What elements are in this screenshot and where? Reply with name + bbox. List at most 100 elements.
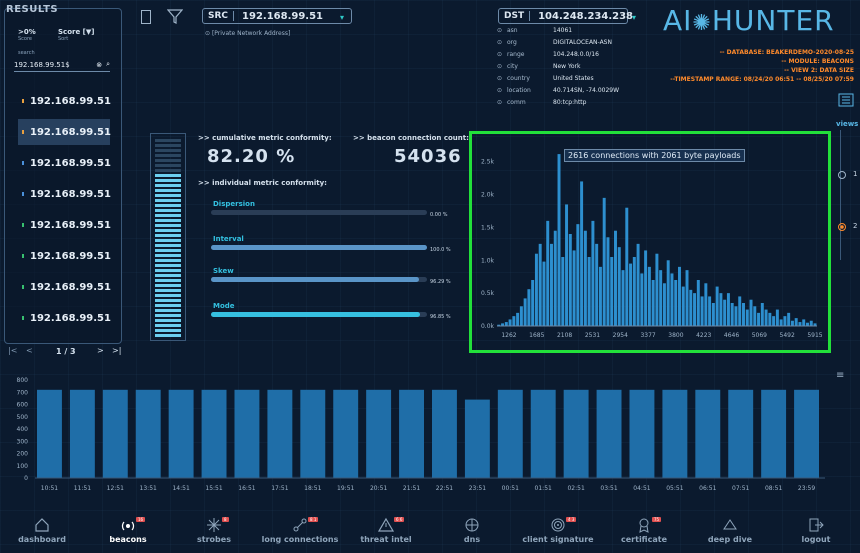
score-filter[interactable]: >0% Score	[18, 28, 36, 42]
hist-bar[interactable]	[572, 250, 576, 326]
nav-dns[interactable]: dns	[432, 517, 512, 544]
result-item[interactable]: 192.168.99.51	[18, 119, 111, 145]
timeline-bar[interactable]	[629, 389, 655, 478]
hist-bar[interactable]	[534, 253, 538, 326]
hist-bar[interactable]	[553, 230, 557, 326]
hist-bar[interactable]	[557, 154, 561, 326]
hist-bar[interactable]	[580, 181, 584, 326]
hist-bar[interactable]	[662, 283, 666, 326]
hist-bar[interactable]	[508, 319, 512, 326]
timeline-bar[interactable]	[69, 389, 95, 478]
hist-bar[interactable]	[670, 273, 674, 326]
hist-bar[interactable]	[753, 306, 757, 326]
result-item[interactable]: 192.168.99.51	[18, 243, 111, 269]
hist-bar[interactable]	[749, 299, 753, 326]
timeline-bar[interactable]	[300, 389, 326, 478]
hist-bar[interactable]	[783, 316, 787, 326]
hist-bar[interactable]	[681, 286, 685, 326]
hist-bar[interactable]	[693, 293, 697, 326]
result-item[interactable]: 192.168.99.51	[18, 88, 111, 114]
hist-bar[interactable]	[621, 270, 625, 326]
hist-bar[interactable]	[757, 312, 761, 326]
nav-threat-intel[interactable]: 6 6 threat intel	[346, 517, 426, 544]
hist-bar[interactable]	[516, 312, 520, 326]
hist-bar[interactable]	[561, 257, 565, 326]
hist-bar[interactable]	[504, 322, 508, 326]
first-page-icon[interactable]: |<	[8, 346, 18, 355]
hist-bar[interactable]	[655, 253, 659, 326]
hist-bar[interactable]	[527, 289, 531, 326]
timeline-bar[interactable]	[168, 389, 194, 478]
hist-bar[interactable]	[696, 280, 700, 326]
hist-bar[interactable]	[798, 322, 802, 326]
hist-bar[interactable]	[723, 299, 727, 326]
hist-bar[interactable]	[542, 261, 546, 326]
list-view-icon[interactable]	[838, 92, 854, 108]
nav-long-connections[interactable]: 8 1 long connections	[260, 517, 340, 544]
hist-bar[interactable]	[787, 312, 791, 326]
hist-bar[interactable]	[666, 260, 670, 326]
hist-bar[interactable]	[497, 324, 501, 326]
nav-logout[interactable]: logout	[776, 517, 856, 544]
hist-bar[interactable]	[606, 237, 610, 326]
hist-bar[interactable]	[636, 243, 640, 326]
hist-bar[interactable]	[595, 243, 599, 326]
last-page-icon[interactable]: >|	[112, 346, 122, 355]
hist-bar[interactable]	[614, 230, 617, 326]
hist-bar[interactable]	[678, 266, 681, 326]
hist-bar[interactable]	[674, 280, 678, 326]
hist-bar[interactable]	[806, 322, 809, 326]
hist-bar[interactable]	[715, 286, 719, 326]
clear-icon[interactable]: ⊗	[96, 60, 103, 69]
hist-bar[interactable]	[719, 293, 723, 326]
timeline-bar[interactable]	[102, 389, 128, 478]
view-1-radio[interactable]	[838, 171, 846, 179]
nav-certificate[interactable]: 75 certificate	[604, 517, 684, 544]
timeline-bar[interactable]	[267, 389, 293, 478]
timeline-bar[interactable]	[464, 399, 490, 478]
hist-bar[interactable]	[700, 296, 704, 326]
hist-bar[interactable]	[772, 316, 776, 326]
hist-bar[interactable]	[576, 224, 580, 326]
timeline-bar[interactable]	[695, 389, 721, 478]
hist-bar[interactable]	[685, 270, 689, 326]
hist-bar[interactable]	[764, 309, 768, 326]
hist-bar[interactable]	[640, 273, 644, 326]
hist-bar[interactable]	[587, 257, 591, 326]
timeline-bar[interactable]	[596, 389, 622, 478]
result-item[interactable]: 192.168.99.51	[18, 212, 111, 238]
prev-page-icon[interactable]: <	[26, 346, 33, 355]
nav-strobes[interactable]: 8 strobes	[174, 517, 254, 544]
result-item[interactable]: 192.168.99.51	[18, 274, 111, 300]
timeline-bar[interactable]	[794, 389, 819, 478]
hist-bar[interactable]	[568, 234, 572, 326]
hist-bar[interactable]	[734, 306, 738, 326]
hist-bar[interactable]	[711, 303, 715, 326]
hist-bar[interactable]	[625, 207, 629, 326]
payload-histogram[interactable]: 0.0k 0.5k 1.0k 1.5k 2.0k 2.5k 1262 1685 2108 2531…	[472, 134, 828, 350]
hist-bar[interactable]	[501, 323, 505, 326]
chart-menu-icon[interactable]: ≡	[836, 370, 845, 381]
hist-bar[interactable]	[523, 298, 527, 326]
hist-bar[interactable]	[565, 204, 569, 326]
hist-bar[interactable]	[809, 320, 813, 326]
filter-icon[interactable]	[167, 8, 183, 24]
hist-bar[interactable]	[745, 309, 749, 326]
hist-bar[interactable]	[598, 266, 602, 326]
hist-bar[interactable]	[779, 319, 783, 326]
hist-bar[interactable]	[813, 323, 817, 326]
nav-client-signature[interactable]: 4 3 client signature	[518, 517, 598, 544]
timeline-bar[interactable]	[563, 389, 589, 478]
hist-bar[interactable]	[802, 319, 806, 326]
nav-beacons[interactable]: 16 beacons	[88, 517, 168, 544]
hist-bar[interactable]	[512, 316, 516, 326]
save-icon[interactable]	[141, 10, 151, 24]
hist-bar[interactable]	[794, 318, 798, 326]
result-item[interactable]: 192.168.99.51	[18, 181, 111, 207]
hist-bar[interactable]	[617, 247, 621, 326]
src-filter-icon[interactable]: ▾	[340, 13, 345, 22]
hist-bar[interactable]	[775, 309, 779, 326]
hist-bar[interactable]	[689, 289, 693, 326]
hist-bar[interactable]	[550, 243, 553, 326]
timeline-bar[interactable]	[728, 389, 754, 478]
